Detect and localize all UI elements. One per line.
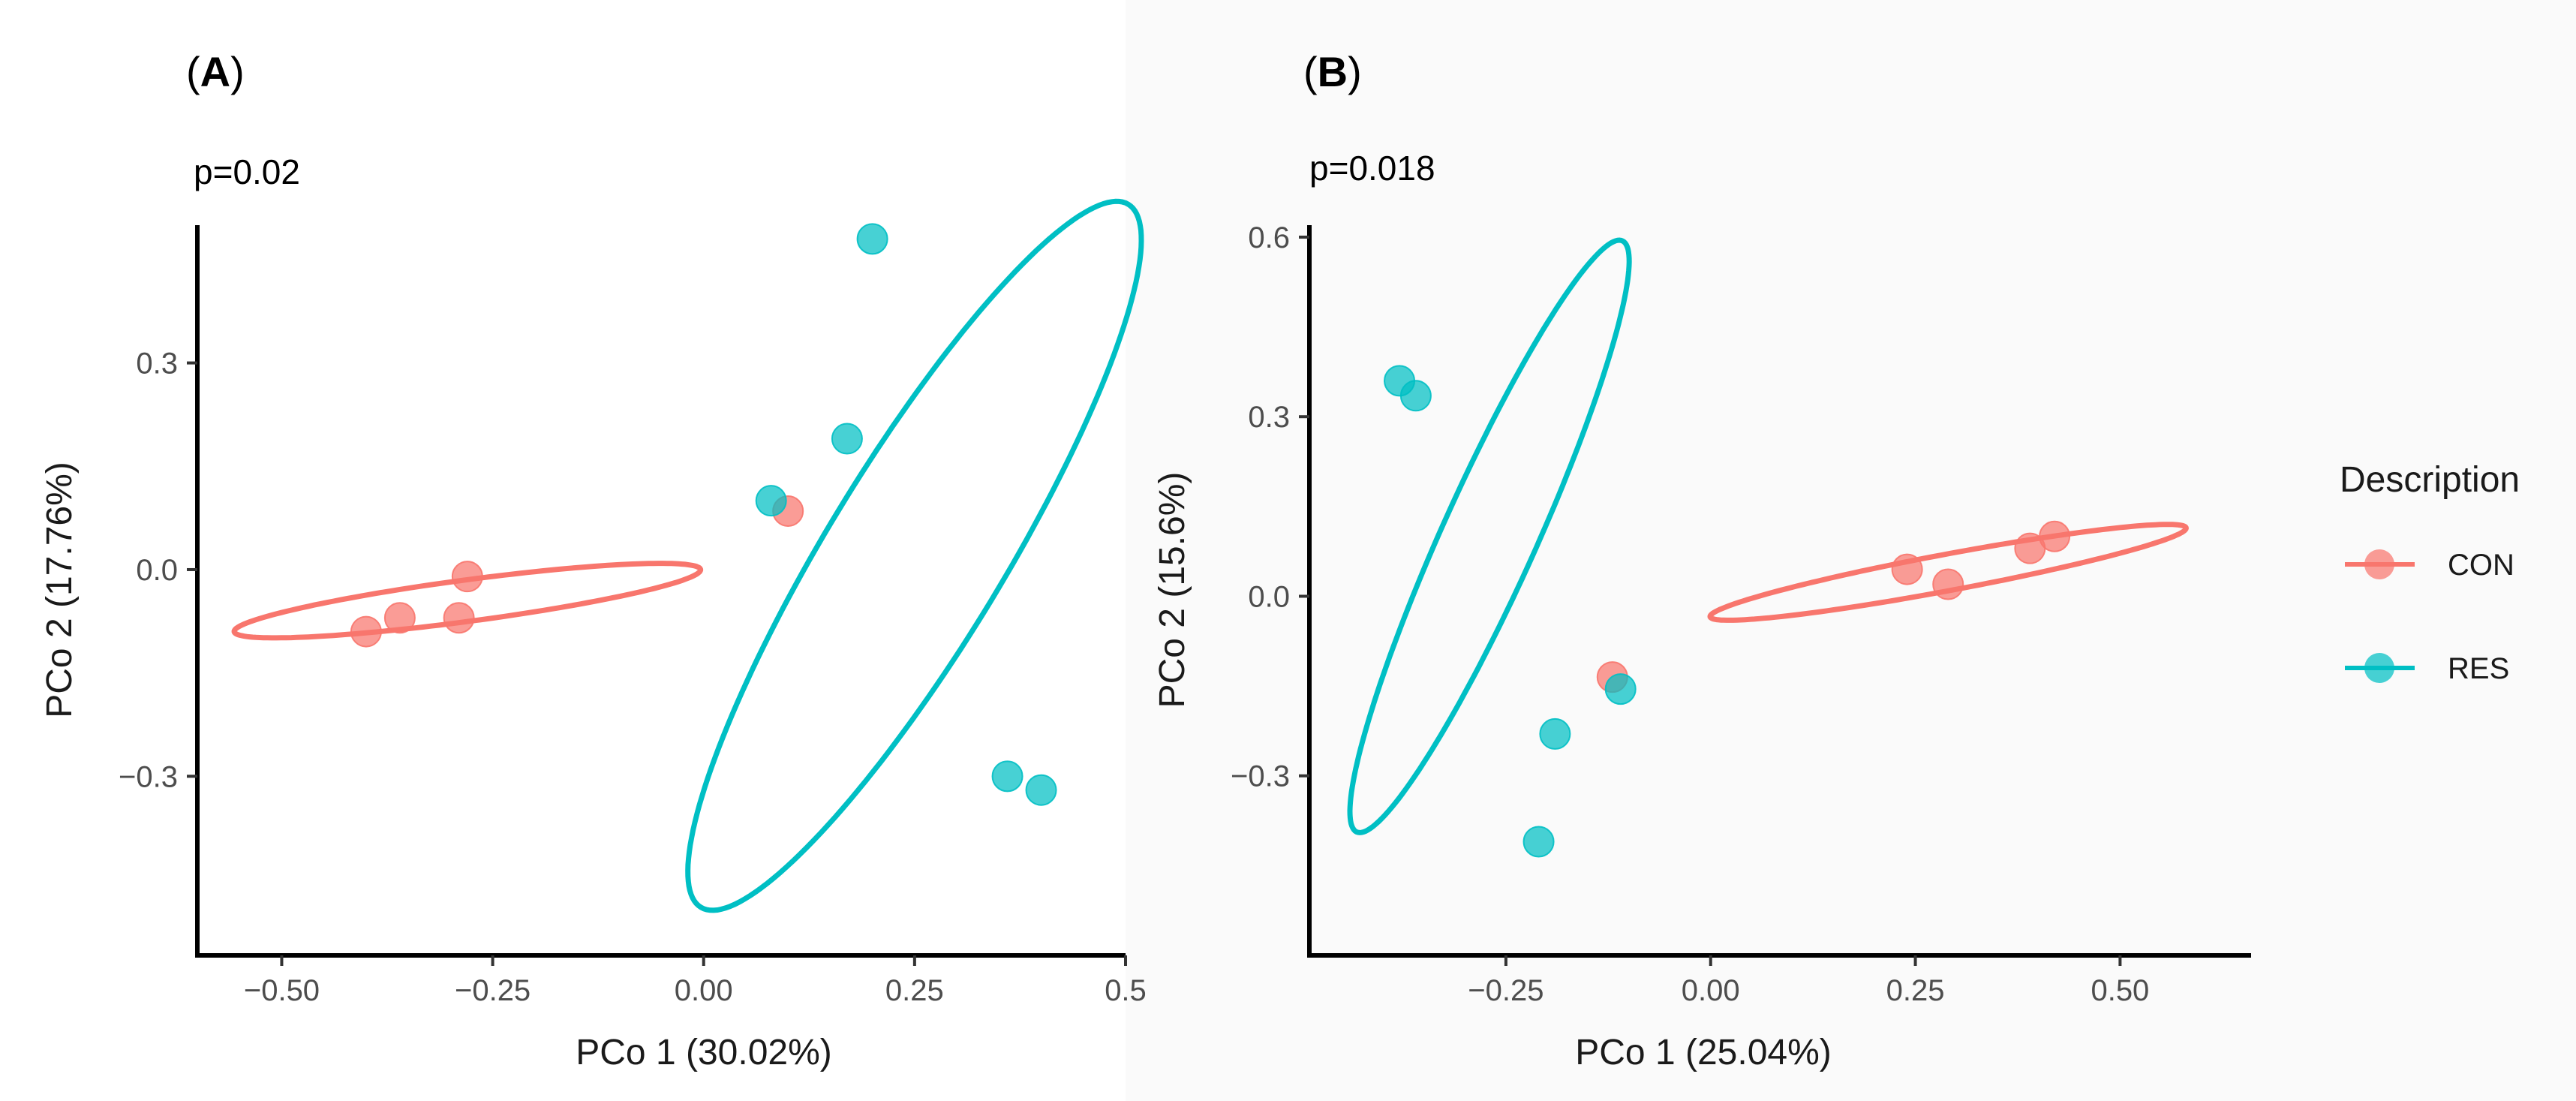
y-tick-label-b: 0.3 — [1248, 401, 1290, 434]
panel-b-background — [1126, 0, 2576, 1101]
panel-a-plot: −0.50 −0.25 0.00 0.25 0.5 −0.3 0.0 0.3 PCo 1 (30… — [40, 198, 1147, 1072]
point-res-b — [1522, 826, 1555, 858]
point-res-a — [856, 223, 888, 255]
x-axis-label-b: PCo 1 (25.04%) — [1575, 1033, 1832, 1072]
point-res-b — [1604, 673, 1637, 705]
point-con-a — [350, 615, 382, 648]
point-con-a — [443, 602, 475, 634]
y-axis-label-b: PCo 2 (15.6%) — [1153, 472, 1192, 708]
legend-label-res: RES — [2448, 652, 2509, 685]
x-tick-label-b: 0.50 — [2091, 974, 2149, 1007]
point-res-a — [755, 485, 787, 517]
ellipse-res-a — [685, 198, 1144, 913]
point-res-a — [831, 423, 863, 455]
legend: Description CON RES — [2340, 460, 2520, 685]
legend-marker-con — [2364, 549, 2394, 579]
x-tick-label-b: 0.00 — [1682, 974, 1740, 1007]
point-res-b — [1539, 717, 1571, 750]
y-tick-label-a: 0.3 — [136, 347, 178, 381]
legend-item-con: CON — [2345, 549, 2514, 582]
ellipse-con-a — [231, 561, 704, 641]
y-tick-label-b: −0.3 — [1231, 760, 1290, 793]
x-tick-label-a: 0.00 — [675, 974, 733, 1007]
x-tick-label-a: 0.5 — [1105, 974, 1147, 1007]
point-con-b — [2039, 520, 2071, 552]
point-con-a — [451, 561, 483, 593]
y-tick-label-b: 0.0 — [1248, 580, 1290, 613]
y-tick-label-a: 0.0 — [136, 554, 178, 587]
x-tick-label-b: 0.25 — [1886, 974, 1945, 1007]
svg-text:(A): (A) — [186, 48, 245, 95]
panel-b-label: (B) — [1303, 48, 1362, 95]
panel-b-letter: B — [1318, 48, 1348, 95]
point-res-a — [991, 760, 1023, 793]
x-tick-label-a: 0.25 — [885, 974, 944, 1007]
x-tick-label-a: −0.25 — [455, 974, 531, 1007]
legend-item-res: RES — [2345, 652, 2509, 685]
y-tick-label-b: 0.6 — [1248, 221, 1290, 254]
legend-label-con: CON — [2448, 549, 2514, 582]
y-axis-label-a: PCo 2 (17.76%) — [40, 462, 80, 718]
panel-a-pvalue: p=0.02 — [194, 152, 300, 191]
panel-a-label: (A) — [186, 48, 245, 95]
y-tick-label-a: −0.3 — [119, 760, 178, 793]
panel-b-plot: −0.25 0.00 0.25 0.50 −0.3 0.0 0.3 0.6 PCo 1 (25.… — [1153, 221, 2251, 1072]
x-tick-label-a: −0.50 — [244, 974, 320, 1007]
svg-text:(B): (B) — [1303, 48, 1362, 95]
legend-marker-res — [2364, 653, 2394, 683]
point-con-b — [1932, 568, 1964, 600]
x-axis-label-a: PCo 1 (30.02%) — [576, 1033, 832, 1072]
point-res-a — [1025, 774, 1057, 806]
point-res-b — [1399, 380, 1432, 412]
x-tick-label-b: −0.25 — [1468, 974, 1543, 1007]
panel-b-pvalue: p=0.018 — [1309, 149, 1435, 188]
point-con-a — [383, 602, 416, 634]
legend-title: Description — [2340, 460, 2520, 500]
panel-a-letter: A — [200, 48, 230, 95]
ellipse-res-b — [1347, 237, 1632, 835]
point-con-b — [1891, 553, 1923, 585]
